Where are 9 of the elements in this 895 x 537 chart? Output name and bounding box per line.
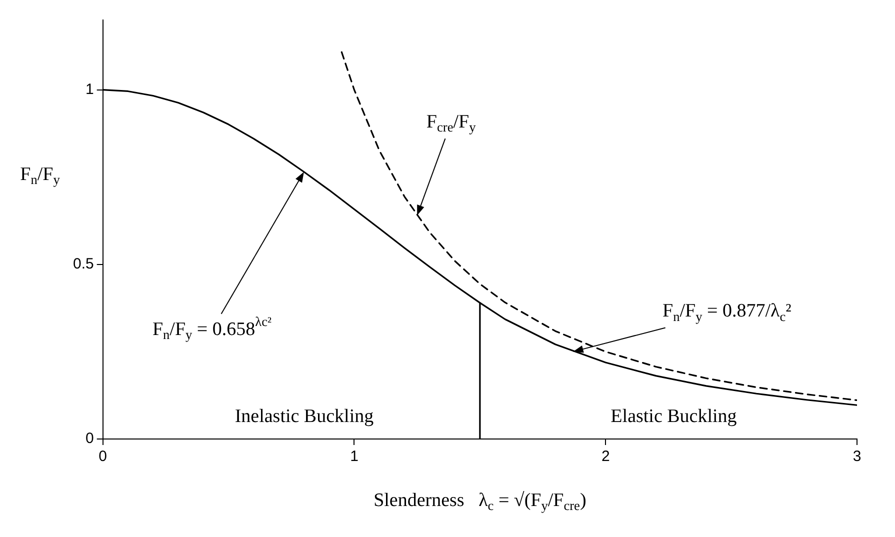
y-tick-label: 0.5 [72,256,94,273]
annotation: Elastic Buckling [610,406,738,427]
x-tick-label: 3 [852,448,862,466]
annotation: Inelastic Buckling [234,406,374,427]
x-tick-label: 2 [601,448,610,466]
x-tick-label: 0 [98,448,108,466]
x-tick-label: 1 [350,448,358,466]
y-tick-label: 1 [86,80,94,98]
y-tick-label: 0 [86,430,94,448]
